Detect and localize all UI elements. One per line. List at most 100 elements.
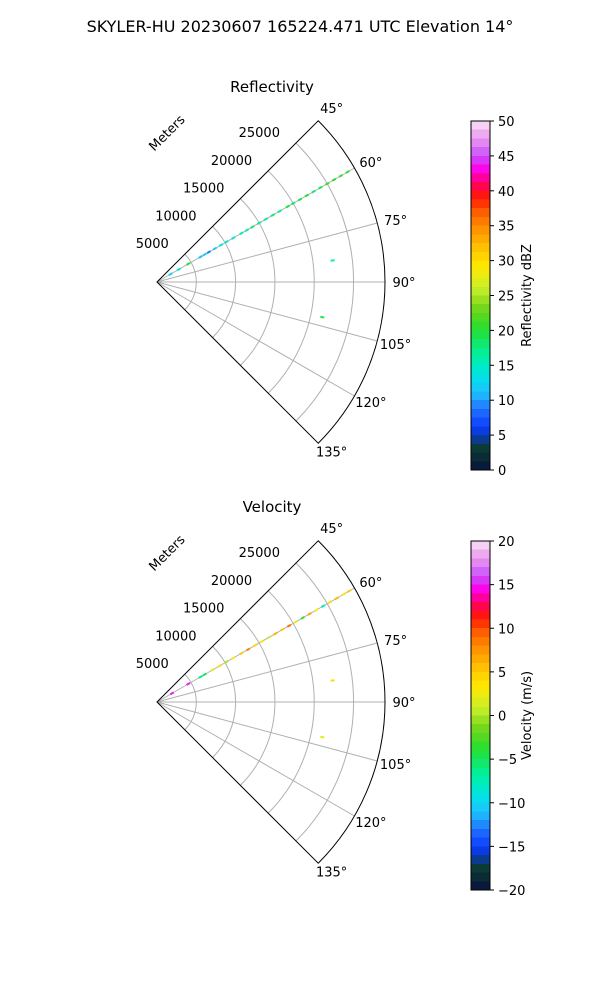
data-gate — [263, 217, 269, 221]
data-gate — [346, 589, 352, 594]
data-gate — [285, 204, 290, 209]
chart-panels: Reflectivity45°60°75°90°105°120°135°5000… — [136, 78, 535, 899]
colorbar-tick-label: −15 — [498, 840, 525, 855]
data-gate — [320, 315, 325, 319]
colorbar-tick-label: 20 — [498, 535, 515, 550]
range-tick-label: 25000 — [239, 126, 280, 141]
azimuth-gridline-105 — [156, 701, 378, 762]
data-gate — [186, 262, 191, 266]
data-gate — [318, 185, 323, 190]
data-gate — [256, 221, 262, 225]
range-tick-label: 5000 — [136, 657, 169, 672]
theta-tick-label: 45° — [320, 102, 343, 117]
data-gate — [224, 660, 229, 664]
data-gate — [290, 201, 296, 206]
theta-tick-label: 75° — [384, 214, 407, 229]
range-tick-label: 10000 — [155, 209, 196, 224]
colorbar-label: Reflectivity dBZ — [520, 244, 535, 347]
azimuth-gridline-120 — [156, 701, 355, 817]
data-gate — [210, 667, 216, 672]
colorbar-tick-label: 50 — [498, 115, 515, 130]
range-tick-label: 5000 — [136, 237, 169, 252]
theta-tick-label: 45° — [320, 522, 343, 537]
data-gate — [217, 663, 222, 668]
range-axis-label: Meters — [147, 112, 189, 154]
colorbar — [470, 120, 491, 471]
data-gate — [330, 679, 335, 682]
data-gate — [202, 252, 207, 257]
data-gate — [246, 647, 251, 652]
theta-tick-label: 105° — [380, 338, 411, 353]
range-tick-label: 25000 — [239, 546, 280, 561]
data-gate — [231, 236, 236, 240]
azimuth-gridline-75 — [156, 642, 378, 703]
azimuth-gridline-120 — [156, 281, 355, 397]
data-gate — [338, 173, 344, 178]
data-gate — [300, 616, 305, 620]
data-gate — [320, 735, 325, 739]
colorbar-tick-label: 45 — [498, 150, 515, 165]
colorbar-tick-label: −5 — [498, 753, 517, 768]
figure-title: SKYLER-HU 20230607 165224.471 UTC Elevat… — [87, 17, 514, 36]
data-gate — [286, 623, 292, 628]
theta-tick-label: 75° — [384, 634, 407, 649]
data-gate — [345, 170, 350, 174]
data-gate — [202, 672, 207, 677]
data-gate — [252, 643, 258, 648]
data-gate — [224, 240, 229, 244]
data-gate — [320, 604, 326, 608]
data-gate — [176, 267, 182, 272]
colorbar — [470, 540, 491, 891]
theta-tick-label: 120° — [355, 816, 386, 831]
data-gate — [293, 619, 299, 624]
data-gate — [266, 635, 271, 640]
azimuth-gridline-105 — [156, 281, 378, 342]
colorbar-tick-label: 30 — [498, 255, 515, 270]
colorbar-tick-label: 5 — [498, 429, 506, 444]
data-gate — [239, 651, 244, 656]
polar-frame — [156, 120, 386, 444]
theta-tick-label: 60° — [359, 156, 382, 171]
data-gate — [259, 639, 265, 644]
colorbar-tick-label: 15 — [498, 579, 515, 594]
data-gate — [330, 259, 335, 262]
data-gate — [198, 674, 203, 679]
colorbar-tick-label: 5 — [498, 666, 506, 681]
range-tick-label: 20000 — [211, 574, 252, 589]
theta-tick-label: 105° — [380, 758, 411, 773]
chart-title: Velocity — [243, 498, 302, 516]
data-gate — [270, 213, 275, 218]
data-gate — [206, 250, 211, 254]
theta-tick-label: 90° — [392, 276, 415, 291]
data-gate — [169, 691, 175, 696]
azimuth-gridline-75 — [156, 222, 378, 283]
colorbar-tick-label: −20 — [498, 884, 525, 899]
theta-tick-label: 135° — [316, 446, 347, 461]
colorbar-label: Velocity (m/s) — [520, 671, 535, 760]
data-gate — [327, 600, 333, 605]
theta-tick-label: 135° — [316, 866, 347, 881]
data-gate — [341, 592, 346, 597]
data-gate — [277, 209, 282, 214]
data-gate — [334, 596, 339, 601]
data-gate — [304, 193, 310, 198]
data-gate — [280, 627, 285, 632]
polar-frame — [156, 540, 386, 864]
colorbar-tick-label: 40 — [498, 185, 515, 200]
data-gate — [244, 228, 250, 232]
theta-tick-label: 60° — [359, 576, 382, 591]
data-gate — [273, 631, 278, 636]
chart-panel-reflectivity: Reflectivity 45° 60° 75° 90° 105° 120° 135° 5000… — [136, 78, 535, 479]
chart-panel-velocity: Velocity 45° 60° 75° 90° 105° 120° 135° 5000 1000… — [136, 498, 535, 899]
colorbar-tick-label: 25 — [498, 290, 515, 305]
theta-tick-label: 120° — [355, 396, 386, 411]
colorbar-tick-label: 0 — [498, 464, 506, 479]
data-gate — [239, 231, 244, 236]
colorbar-tick-label: 0 — [498, 710, 506, 725]
range-tick-label: 15000 — [183, 182, 224, 197]
data-gate — [198, 254, 203, 259]
data-gate — [186, 682, 191, 686]
data-gate — [168, 272, 173, 277]
range-tick-label: 20000 — [211, 154, 252, 169]
colorbar-tick-label: 15 — [498, 359, 515, 374]
